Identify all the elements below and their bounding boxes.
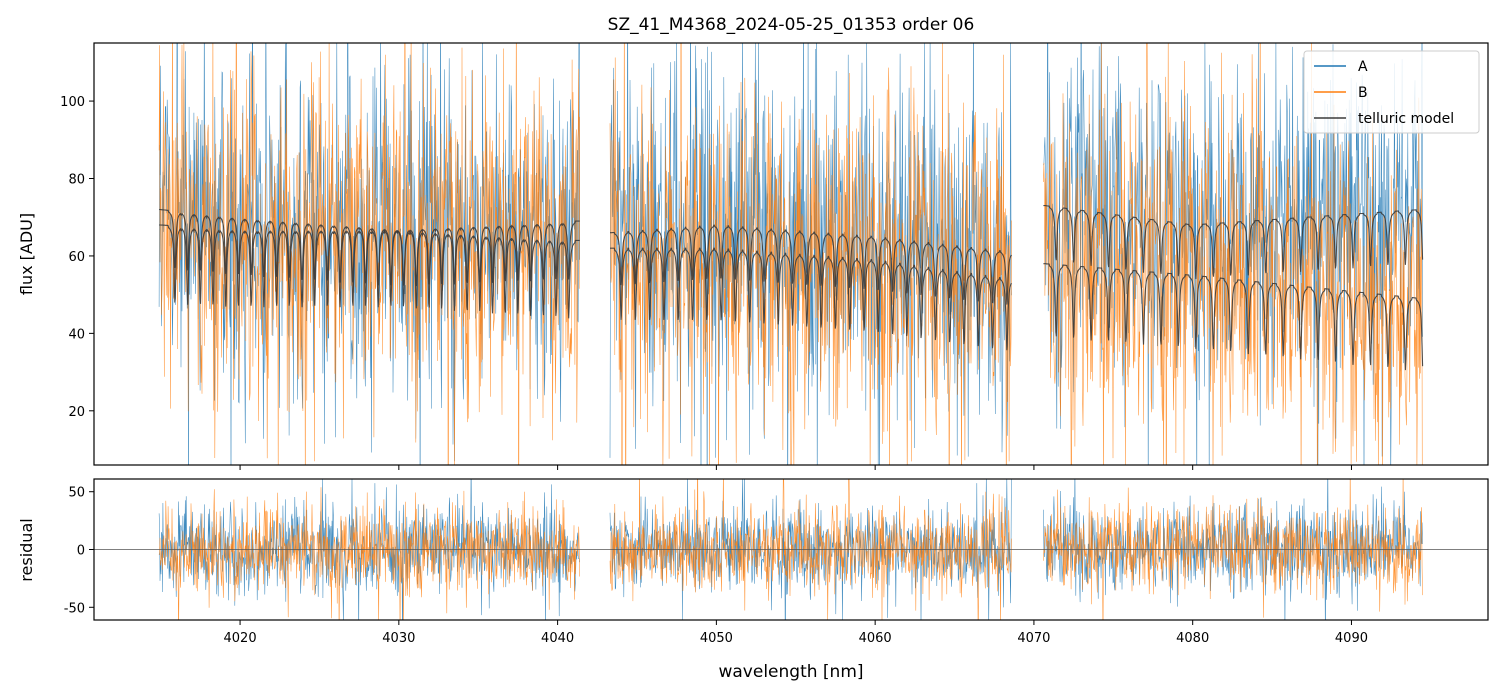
legend-label-b: B xyxy=(1358,85,1368,101)
flux-y-tick-label-20: 20 xyxy=(68,405,85,420)
flux-panel: 20 40 60 80 100 flux [ADU] A B telluric mode… xyxy=(17,42,1489,470)
residual-y-tick-label-50: 50 xyxy=(68,486,85,501)
residual-b-segment-3 xyxy=(1043,479,1423,620)
x-tick-label-4040: 4040 xyxy=(541,631,574,646)
residual-y-ticks: -50 0 50 xyxy=(64,486,94,616)
flux-plot-area xyxy=(158,43,1424,465)
telluric-model-trace-1-segment-1 xyxy=(159,208,580,287)
telluric-model-trace-1-segment-2 xyxy=(610,224,1012,305)
telluric-model-trace-2-segment-1 xyxy=(159,224,580,319)
telluric-model-trace-1-segment-3 xyxy=(1043,205,1424,280)
x-tick-label-4090: 4090 xyxy=(1335,631,1368,646)
legend-entry-telluric: telluric model xyxy=(1314,111,1454,127)
legend-entry-b: B xyxy=(1314,85,1368,101)
flux-y-tick-label-40: 40 xyxy=(68,327,85,342)
telluric-model-trace-2-segment-3 xyxy=(1043,263,1424,371)
flux-y-tick-label-60: 60 xyxy=(68,250,85,265)
legend: A B telluric model xyxy=(1303,50,1480,134)
flux-x-ticks xyxy=(239,465,1352,470)
x-tick-label-4030: 4030 xyxy=(382,631,415,646)
x-tick-label-4080: 4080 xyxy=(1176,631,1209,646)
telluric-model-trace-2-segment-2 xyxy=(610,247,1012,351)
residual-b-segment-1 xyxy=(158,487,580,620)
series-b-segment-1 xyxy=(158,43,580,465)
residual-y-tick-label--50: -50 xyxy=(64,601,85,616)
x-tick-label-4050: 4050 xyxy=(700,631,733,646)
x-axis-label: wavelength [nm] xyxy=(718,662,863,682)
x-tick-label-4020: 4020 xyxy=(224,631,257,646)
residual-plot-area xyxy=(94,479,1488,620)
flux-y-axis-label: flux [ADU] xyxy=(17,213,36,295)
residual-x-ticks: 4020 4030 4040 4050 4060 4070 4080 4090 xyxy=(224,620,1368,646)
legend-entry-a: A xyxy=(1314,59,1368,75)
series-b-segment-3 xyxy=(1043,43,1423,465)
flux-y-tick-label-100: 100 xyxy=(60,95,85,110)
residual-y-tick-label-0: 0 xyxy=(77,544,85,559)
legend-label-telluric: telluric model xyxy=(1358,111,1454,127)
residual-y-axis-label: residual xyxy=(17,518,36,581)
legend-label-a: A xyxy=(1358,59,1368,75)
flux-y-ticks: 20 40 60 80 100 xyxy=(60,95,94,420)
x-tick-label-4060: 4060 xyxy=(859,631,892,646)
flux-y-tick-label-80: 80 xyxy=(68,173,85,188)
x-tick-label-4070: 4070 xyxy=(1017,631,1050,646)
residual-b-segment-2 xyxy=(609,479,1012,620)
flux-axes-frame xyxy=(93,42,1489,466)
chart-title: SZ_41_M4368_2024-05-25_01353 order 06 xyxy=(608,15,975,35)
series-a-segment-3 xyxy=(1043,43,1423,465)
legend-box xyxy=(1303,50,1480,134)
